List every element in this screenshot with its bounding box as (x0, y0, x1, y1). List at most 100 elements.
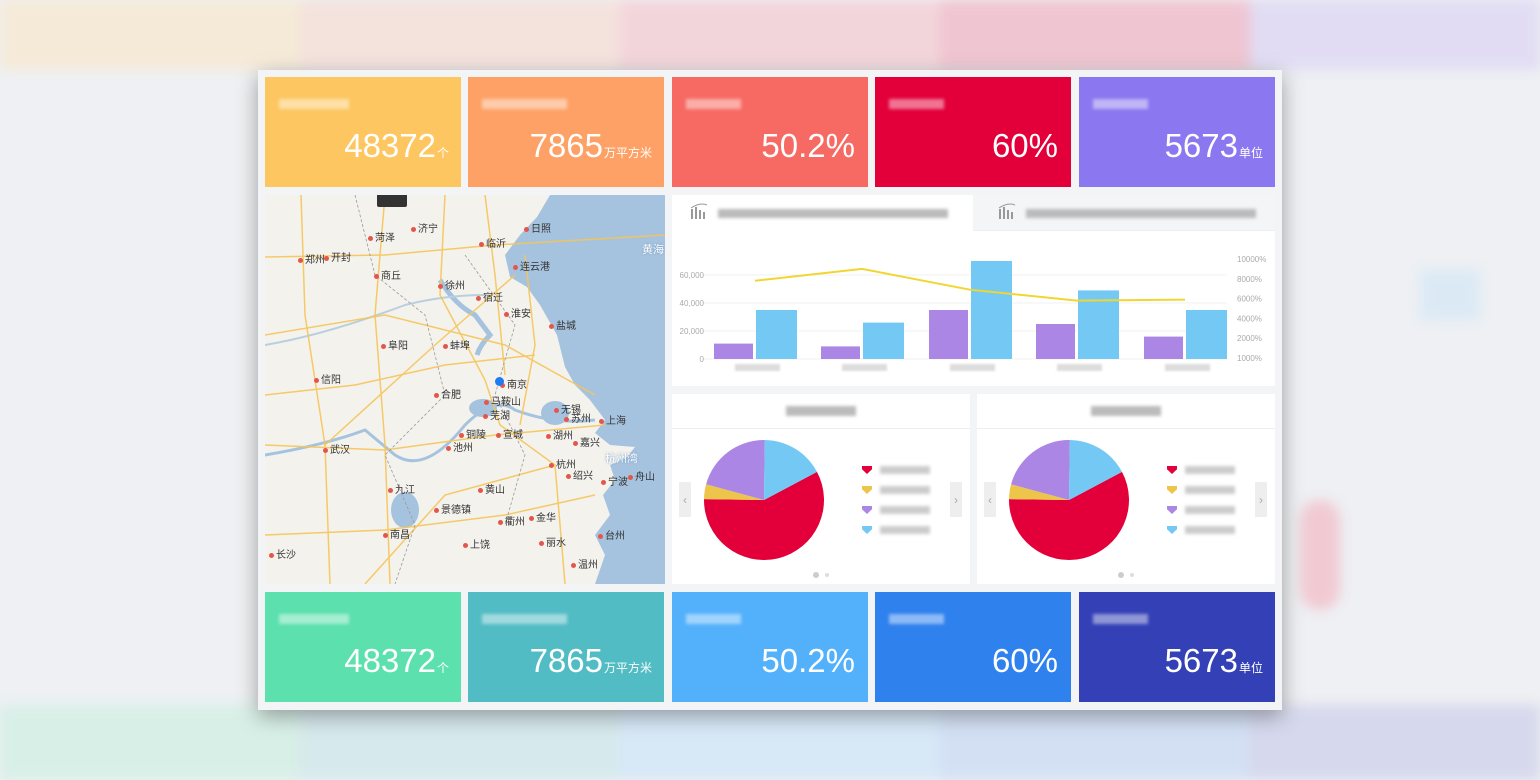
city-label[interactable]: 景德镇 (434, 501, 471, 516)
stat-card[interactable]: 60% (875, 592, 1071, 702)
stat-card[interactable]: 7865万平方米 (468, 592, 664, 702)
pagination-dots[interactable] (672, 572, 970, 578)
city-label[interactable]: 南京 (500, 376, 527, 391)
bar-series-2 (1078, 290, 1119, 359)
bar-series-1 (821, 346, 860, 359)
stat-value: 60% (991, 127, 1058, 164)
city-label[interactable]: 舟山 (628, 468, 655, 483)
city-label[interactable]: 连云港 (513, 258, 550, 273)
city-label[interactable]: 嘉兴 (573, 434, 600, 449)
bar-series-1 (929, 310, 968, 359)
prev-button[interactable]: ‹ (984, 482, 996, 517)
city-label[interactable]: 九江 (388, 481, 415, 496)
legend-item[interactable] (1167, 506, 1235, 514)
pie-slice[interactable] (1009, 471, 1129, 560)
legend-marker-icon (1167, 506, 1177, 514)
city-label[interactable]: 马鞍山 (484, 393, 521, 408)
x-tick-label (735, 364, 780, 371)
city-label[interactable]: 苏州 (564, 410, 591, 425)
legend-item[interactable] (862, 506, 930, 514)
pie-card-1: ‹ › (672, 394, 970, 584)
city-label[interactable]: 台州 (598, 527, 625, 542)
city-label[interactable]: 开封 (324, 249, 351, 264)
city-label[interactable]: 丽水 (539, 534, 566, 549)
pie-slice[interactable] (764, 440, 817, 500)
city-label[interactable]: 临沂 (479, 235, 506, 250)
city-label[interactable]: 上饶 (463, 536, 490, 551)
bar-series-2 (756, 310, 797, 359)
legend-item[interactable] (1167, 486, 1235, 494)
location-marker[interactable] (495, 377, 504, 386)
city-label[interactable]: 衢州 (498, 513, 525, 528)
city-label[interactable]: 武汉 (323, 441, 350, 456)
city-label[interactable]: 日照 (524, 220, 551, 235)
chart-tab-2[interactable] (980, 195, 1275, 231)
city-label[interactable]: 湖州 (546, 427, 573, 442)
stat-card[interactable]: 50.2% (672, 77, 868, 187)
pie-slice[interactable] (1069, 440, 1122, 500)
city-label[interactable]: 济宁 (411, 220, 438, 235)
city-label[interactable]: 黄山 (478, 481, 505, 496)
legend-marker-icon (862, 506, 872, 514)
city-label[interactable]: 南昌 (383, 526, 410, 541)
legend-item[interactable] (862, 486, 930, 494)
map-style-toggle[interactable] (377, 195, 407, 207)
left-tick-label: 20,000 (680, 327, 705, 336)
city-label[interactable]: 上海 (599, 412, 626, 427)
pie-slice[interactable] (1009, 484, 1069, 500)
city-label[interactable]: 蚌埠 (443, 337, 470, 352)
stat-card[interactable]: 5673单位 (1079, 77, 1275, 187)
bar-chart-icon (998, 203, 1016, 224)
city-label[interactable]: 宁波 (601, 473, 628, 488)
city-label[interactable]: 金华 (529, 509, 556, 524)
city-label[interactable]: 长沙 (269, 546, 296, 561)
stat-card[interactable]: 50.2% (672, 592, 868, 702)
pie-slice[interactable] (706, 440, 765, 500)
legend-marker-icon (862, 466, 872, 474)
city-label[interactable]: 宿迁 (476, 289, 503, 304)
city-label[interactable]: 绍兴 (566, 467, 593, 482)
x-tick-label (1057, 364, 1102, 371)
stat-card[interactable]: 60% (875, 77, 1071, 187)
map[interactable]: 黄海 杭州湾 郑州 开封 菏泽 济宁 临沂 日照 连云港 徐州 商丘 宿迁 淮安 盐城 蚌埠 阜阳 信阳 合肥… (265, 195, 665, 584)
city-label[interactable]: 商丘 (374, 267, 401, 282)
legend-item[interactable] (1167, 466, 1235, 474)
city-label[interactable]: 徐州 (438, 277, 465, 292)
city-label[interactable]: 盐城 (549, 317, 576, 332)
pie-chart (704, 440, 824, 560)
legend-item[interactable] (862, 466, 930, 474)
pie-slice[interactable] (704, 484, 764, 500)
next-button[interactable]: › (950, 482, 962, 517)
left-tick-label: 40,000 (680, 299, 705, 308)
chart-panel: 0 20,000 40,000 60,000 1000% 2000% 4000% 6000% 8… (672, 195, 1275, 386)
city-label[interactable]: 阜阳 (381, 337, 408, 352)
city-label[interactable]: 杭州 (549, 456, 576, 471)
next-button[interactable]: › (1255, 482, 1267, 517)
prev-button[interactable]: ‹ (679, 482, 691, 517)
legend-item[interactable] (862, 526, 930, 534)
city-label[interactable]: 芜湖 (483, 407, 510, 422)
stat-card[interactable]: 48372个 (265, 77, 461, 187)
city-label[interactable]: 铜陵 (459, 426, 486, 441)
stat-value: 50.2% (761, 642, 855, 679)
stat-unit: 个 (436, 146, 449, 160)
stat-card[interactable]: 5673单位 (1079, 592, 1275, 702)
stat-card[interactable]: 7865万平方米 (468, 77, 664, 187)
city-label[interactable]: 宣城 (496, 426, 523, 441)
pie-title (977, 394, 1275, 429)
pie-slice[interactable] (1011, 440, 1070, 500)
pagination-dots[interactable] (977, 572, 1275, 578)
stat-card[interactable]: 48372个 (265, 592, 461, 702)
bar-series-2 (1186, 310, 1227, 359)
legend-item[interactable] (1167, 526, 1235, 534)
city-label[interactable]: 菏泽 (368, 229, 395, 244)
city-label[interactable]: 淮安 (504, 305, 531, 320)
city-label[interactable]: 信阳 (314, 371, 341, 386)
pie-slice[interactable] (704, 471, 824, 560)
city-label[interactable]: 池州 (446, 439, 473, 454)
bar-series-1 (1036, 324, 1075, 359)
chart-tab-1[interactable] (672, 195, 973, 231)
city-label[interactable]: 合肥 (434, 386, 461, 401)
city-label[interactable]: 郑州 (298, 251, 325, 266)
city-label[interactable]: 温州 (571, 556, 598, 571)
